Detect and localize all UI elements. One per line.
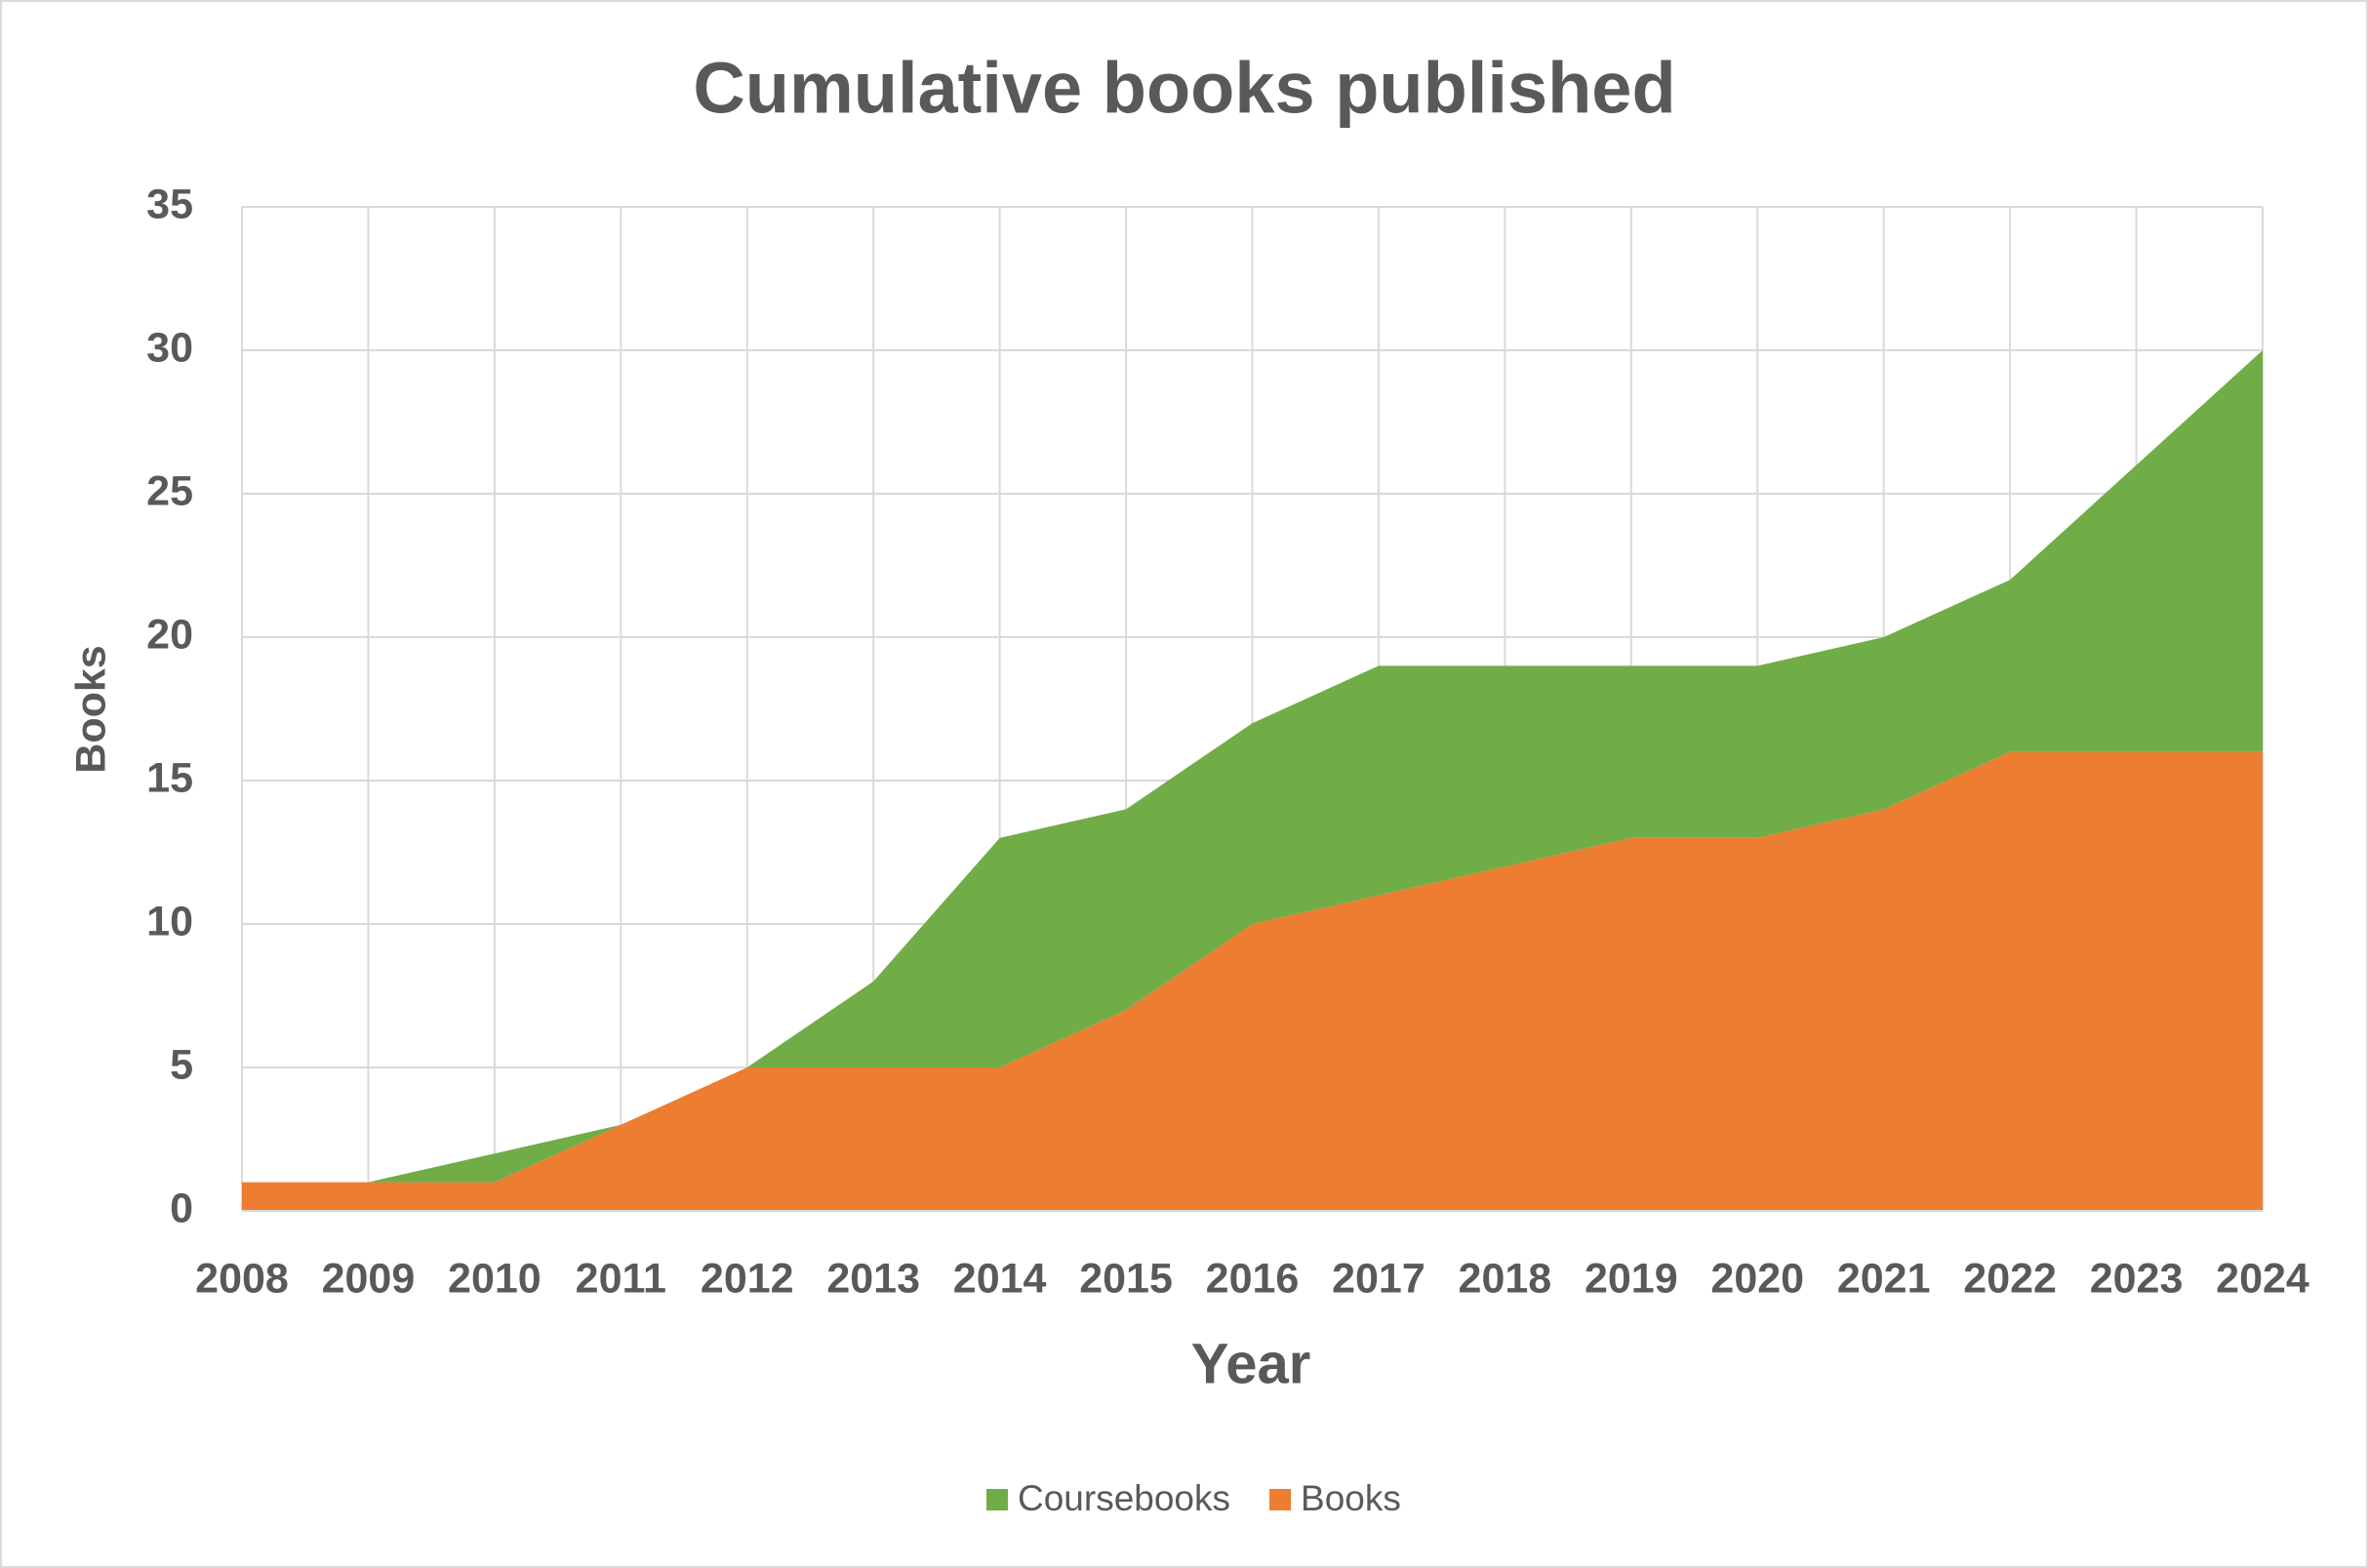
x-tick-label: 2018 (1459, 1255, 1552, 1302)
legend-label: Books (1301, 1478, 1401, 1518)
legend-label: Coursebooks (1018, 1478, 1230, 1518)
x-tick-label: 2013 (826, 1255, 920, 1302)
y-tick-label: 10 (146, 898, 193, 945)
x-tick-label: 2023 (2090, 1255, 2184, 1302)
y-tick-label: 25 (146, 467, 193, 514)
x-tick-label: 2021 (1837, 1255, 1931, 1302)
legend-swatch (1269, 1489, 1292, 1510)
x-tick-label: 2012 (701, 1255, 794, 1302)
x-tick-label: 2009 (322, 1255, 416, 1302)
x-tick-label: 2024 (2216, 1255, 2309, 1302)
x-tick-label: 2010 (448, 1255, 542, 1302)
x-tick-label: 2022 (1963, 1255, 2057, 1302)
x-tick-label: 2011 (576, 1255, 666, 1302)
x-tick-label: 2015 (1079, 1255, 1173, 1302)
y-axis-title: Books (67, 645, 114, 773)
x-axis-title: Year (1191, 1332, 1311, 1395)
y-tick-label: 35 (146, 181, 193, 227)
legend-swatch (986, 1489, 1008, 1510)
x-tick-label: 2017 (1332, 1255, 1425, 1302)
y-tick-label: 5 (170, 1041, 193, 1088)
x-tick-label: 2020 (1710, 1255, 1804, 1302)
y-tick-label: 30 (146, 324, 193, 371)
y-tick-label: 20 (146, 611, 193, 658)
y-tick-label: 15 (146, 754, 193, 801)
x-tick-label: 2008 (195, 1255, 289, 1302)
chart-title: Cumulative books published (693, 48, 1675, 129)
y-tick-label: 0 (170, 1185, 193, 1231)
area (242, 350, 2263, 1183)
x-tick-label: 2014 (953, 1255, 1047, 1302)
area (242, 751, 2263, 1211)
x-tick-label: 2019 (1585, 1255, 1678, 1302)
x-tick-label: 2016 (1206, 1255, 1300, 1302)
